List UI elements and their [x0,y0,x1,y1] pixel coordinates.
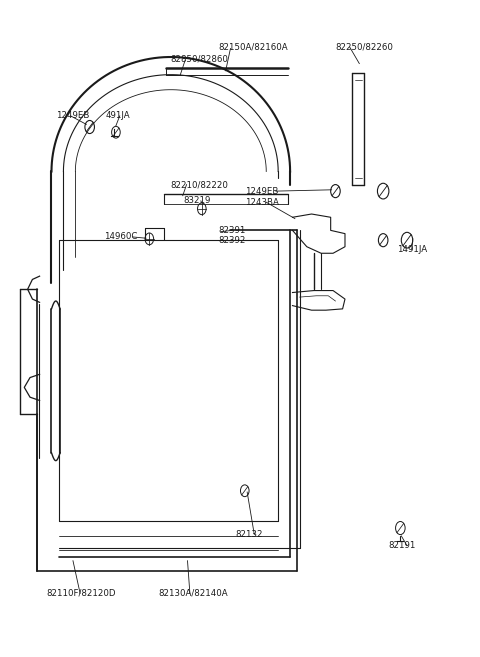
Text: 82150A/82160A: 82150A/82160A [218,43,288,52]
Text: 82392: 82392 [218,237,245,245]
Text: 82110F/82120D: 82110F/82120D [47,589,116,598]
Text: 82191: 82191 [388,541,415,550]
Text: 82132: 82132 [235,530,263,539]
Text: 1249EB: 1249EB [245,187,278,196]
Text: 82130A/82140A: 82130A/82140A [159,589,228,598]
Text: 491JA: 491JA [106,112,130,120]
Text: 82210/82220: 82210/82220 [171,180,228,189]
Text: 1249EB: 1249EB [56,112,90,120]
Text: 82391: 82391 [218,226,245,235]
Text: 14960C: 14960C [104,233,137,241]
Text: 82850/82860: 82850/82860 [171,55,228,64]
Text: 1491JA: 1491JA [397,246,428,254]
Text: 83219: 83219 [184,196,211,206]
Text: 1243BA: 1243BA [245,198,279,207]
Text: 82250/82260: 82250/82260 [336,43,393,52]
